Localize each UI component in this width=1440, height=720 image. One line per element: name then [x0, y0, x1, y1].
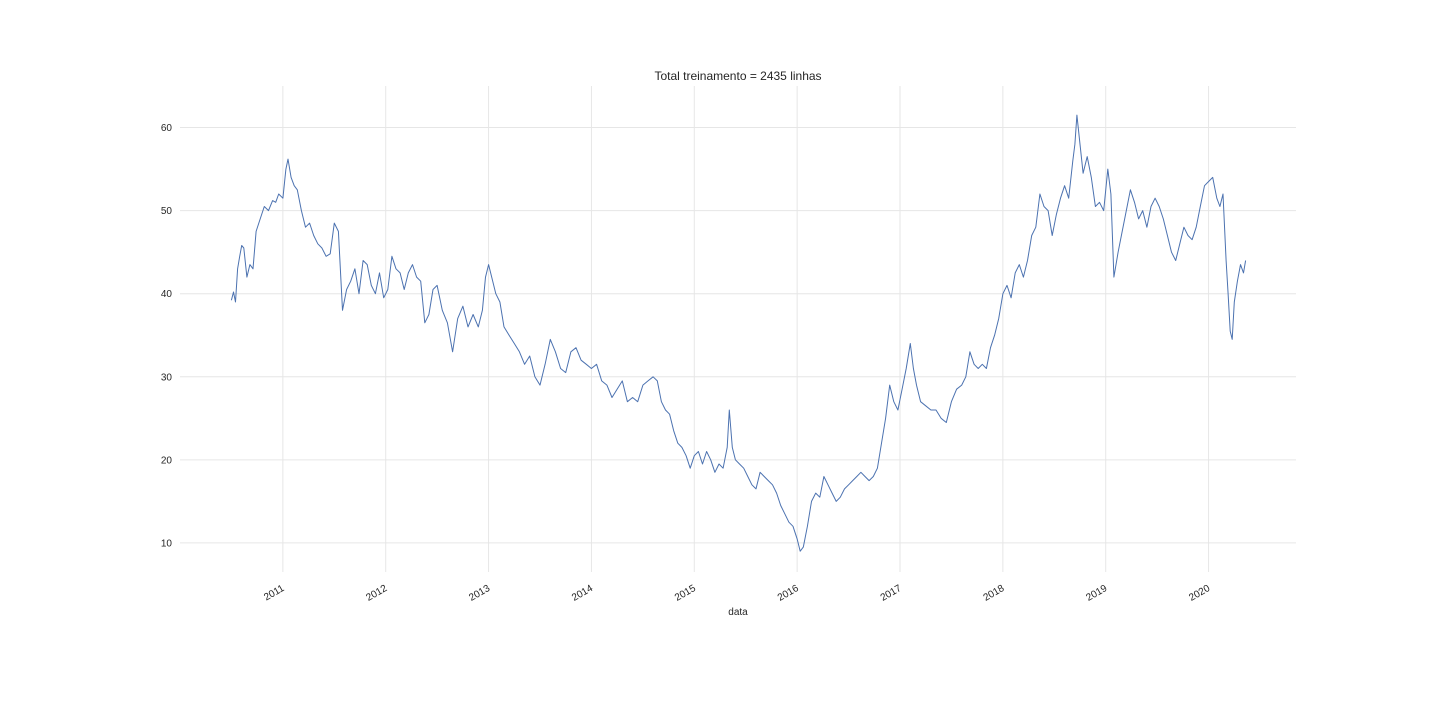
y-tick-label: 40 [161, 289, 173, 300]
series-group [230, 114, 1247, 552]
x-tick-label: 2014 [570, 583, 595, 604]
y-tick-label: 10 [161, 538, 173, 549]
x-tick-label: 2016 [776, 583, 801, 604]
x-tick-label: 2012 [364, 583, 389, 604]
x-axis-label: data [728, 607, 748, 618]
chart-title: Total treinamento = 2435 linhas [654, 69, 821, 83]
grid [180, 86, 1296, 572]
x-tick-label: 2013 [467, 583, 492, 604]
x-tick-label: 2017 [879, 583, 904, 604]
x-tick-label: 2015 [673, 583, 698, 604]
y-tick-label: 30 [161, 372, 173, 383]
y-tick-labels: 10 20 30 40 50 60 [161, 123, 173, 549]
series-line-close [230, 114, 1247, 552]
y-tick-label: 50 [161, 206, 173, 217]
y-tick-label: 20 [161, 455, 173, 466]
x-tick-labels: 2011 2012 2013 2014 2015 2016 2017 2018 2019 2020 [262, 583, 1212, 604]
x-tick-label: 2020 [1187, 583, 1212, 604]
x-tick-label: 2018 [982, 583, 1007, 604]
y-tick-label: 60 [161, 123, 173, 134]
x-tick-label: 2019 [1084, 583, 1109, 604]
x-tick-label: 2011 [262, 583, 287, 603]
